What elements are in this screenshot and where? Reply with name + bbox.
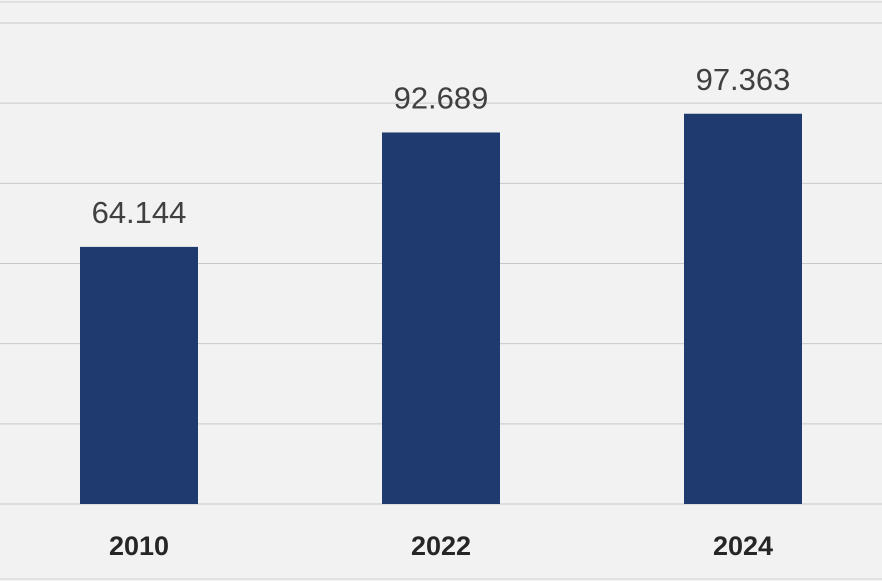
bar	[80, 246, 198, 504]
bar	[382, 132, 500, 504]
bar	[684, 113, 802, 505]
x-tick-label: 2010	[109, 531, 169, 561]
value-label: 92.689	[394, 81, 489, 116]
value-label: 64.144	[92, 195, 187, 230]
x-tick-label: 2022	[411, 531, 471, 561]
x-tick-label: 2024	[713, 531, 773, 561]
value-label: 97.363	[696, 62, 791, 97]
